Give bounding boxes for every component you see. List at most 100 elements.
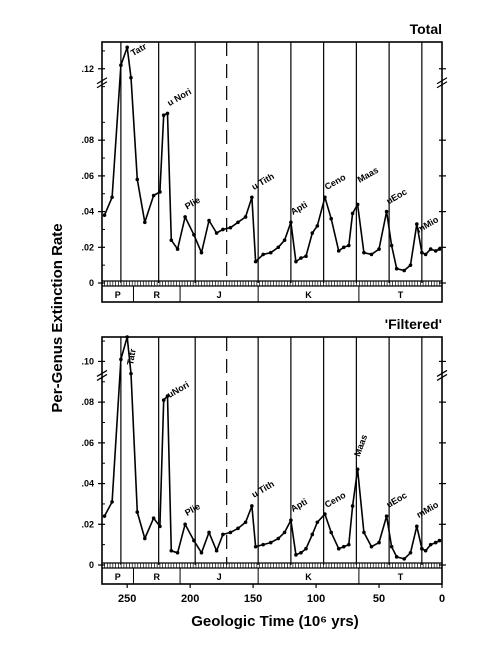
data-point [402,268,407,273]
chart-panel-total: P R J K T 0 .02 .04 .06 .08 .12 Tatr u Nori Plie u Tit… [81,21,448,303]
data-point [110,195,114,200]
data-point [228,530,233,535]
data-point [350,211,355,216]
data-point [192,538,196,543]
data-point [253,544,258,549]
data-point [175,247,180,251]
y-tick-label: 0 [89,560,94,570]
data-point [169,548,174,553]
y-tick-label: .06 [81,438,94,448]
data-point [158,524,162,529]
data-point [389,243,394,248]
data-point [377,247,381,251]
data-point [268,250,273,255]
x-axis-title: Geologic Time (10⁶ yrs) [191,613,359,630]
data-point [253,259,258,264]
data-point [428,247,433,251]
data-point [310,231,315,235]
data-point [161,398,166,402]
data-point [336,546,341,551]
data-point [102,514,107,518]
y-tick-label: .08 [81,135,94,145]
peak-annotation: Ceno [323,172,348,192]
data-point [323,195,327,200]
x-tick-label: 50 [373,593,385,605]
data-point [207,530,211,535]
data-point [437,247,442,251]
data-point [143,536,147,541]
data-point [289,220,293,225]
data-point [362,250,366,255]
data-point [151,193,156,198]
period-label: P [115,290,121,300]
data-point [428,542,433,547]
peak-annotation: Tatr [125,348,138,366]
data-point [165,394,170,398]
data-point [183,215,187,219]
chart-panel-filtered: P R J K T 0 .02 .04 .06 .08 .10 Tatr uNori Plie u Tith… [81,316,448,605]
y-tick-label: .02 [81,242,94,252]
data-point [161,113,166,117]
period-label: J [217,572,222,582]
data-point [310,532,315,537]
panel-title: Total [410,21,442,37]
period-label: R [154,290,161,300]
data-point [119,63,123,68]
data-point [143,220,147,225]
plot-frame [101,41,443,303]
y-tick-label: .10 [81,356,94,366]
data-point [228,225,233,230]
data-point [125,335,129,339]
data-point [315,224,320,228]
peak-annotation: Apti [289,199,309,216]
y-tick-label: .02 [81,519,94,529]
axis-break-mark [436,373,448,381]
data-point [276,245,281,250]
peak-annotation: mMio [415,499,441,520]
y-tick-label: .06 [81,171,94,181]
period-label: J [217,290,222,300]
data-point [347,243,351,248]
y-tick-label: .04 [81,207,94,217]
data-point [221,532,225,537]
axis-break-mark [436,77,448,85]
y-tick-label: .08 [81,397,94,407]
x-tick-label: 0 [439,593,445,605]
data-point [102,213,107,217]
axis-break-mark [96,373,108,381]
data-point [268,540,273,545]
axis-break-mark [96,77,108,85]
data-point [394,266,399,271]
data-point [289,518,293,523]
panel-title: 'Filtered' [385,316,442,332]
data-point [165,111,170,116]
peak-annotation: mMio [415,214,441,235]
y-tick-label: 0 [89,278,94,288]
data-point [304,546,308,551]
y-tick-label: .12 [81,64,94,74]
y-tick-label: .04 [81,479,94,489]
data-point [362,530,366,535]
data-point [369,252,374,257]
peak-annotation: Ceno [323,490,348,510]
data-point [183,522,187,527]
data-point [415,222,419,226]
data-point [135,510,140,514]
data-point [282,238,287,242]
data-point [423,252,428,257]
data-point [175,550,180,555]
data-point [214,231,219,235]
data-point [135,177,140,182]
data-point [110,500,114,504]
period-label: R [154,572,161,582]
data-point [221,227,225,232]
axis-break-mark [96,81,108,89]
peak-annotation: uEoc [385,187,409,207]
data-point [299,256,303,260]
data-point [347,542,351,547]
y-axis-title: Per-Genus Extinction Rate [49,223,66,412]
data-point [250,195,254,200]
x-tick-label: 150 [244,593,262,605]
x-tick-label: 200 [181,593,199,605]
